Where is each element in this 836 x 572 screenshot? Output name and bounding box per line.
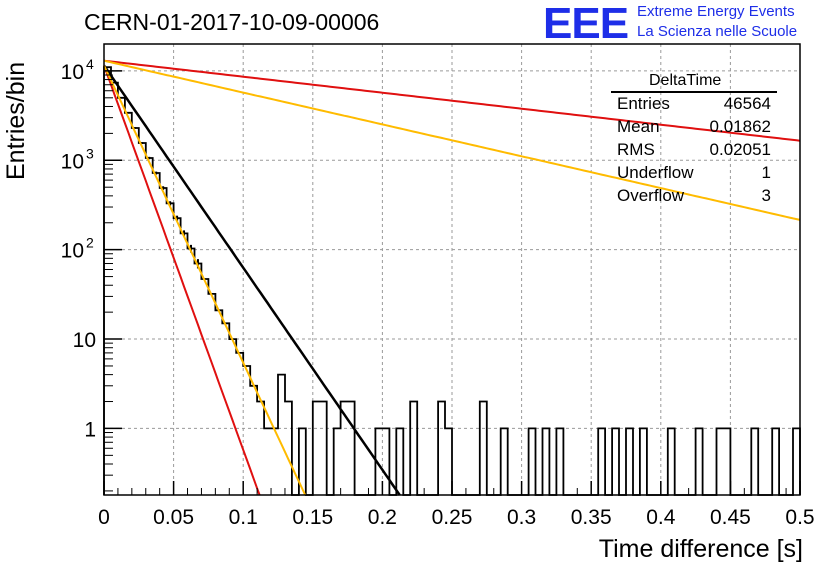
x-tick-label: 0.05 (153, 506, 194, 529)
stat-key: Overflow (617, 186, 685, 205)
axes: 0 0.05 0.1 0.15 0.2 0.25 0.3 0.35 0.4 0.45 0.5 1 10 1… (61, 43, 815, 529)
stat-key: Entries (617, 94, 670, 113)
y-tick-exponent: 2 (86, 235, 94, 251)
fit-curve (103, 65, 261, 496)
fit-curve (103, 59, 801, 221)
fit-curve (103, 59, 801, 142)
chart-title: CERN-01-2017-10-09-00006 (84, 9, 380, 35)
x-tick-label: 0.35 (571, 506, 612, 529)
y-tick-label: 10 (61, 61, 84, 84)
histogram-steps (103, 66, 801, 496)
eee-logo: EEE (543, 0, 629, 48)
x-tick-label: 0.1 (229, 506, 258, 529)
stat-value: 1 (761, 163, 771, 182)
stat-value: 46564 (723, 94, 771, 113)
y-tick-label: 10 (61, 150, 84, 173)
y-tick-label: 1 (84, 418, 96, 441)
y-tick-exponent: 3 (86, 145, 94, 161)
stat-key: Mean (617, 117, 660, 136)
x-axis-label: Time difference [s] (598, 535, 803, 563)
x-tick-label: 0 (98, 506, 110, 529)
stats-title: DeltaTime (649, 72, 722, 89)
stat-value: 0.01862 (709, 117, 771, 136)
x-tick-label: 0.45 (710, 506, 751, 529)
x-tick-label: 0.25 (432, 506, 473, 529)
stats-title-rule (611, 91, 777, 93)
x-tick-label: 0.15 (292, 506, 333, 529)
fit-curves-layer (102, 59, 801, 496)
logo-caption-line1: Extreme Energy Events (637, 3, 795, 20)
y-tick-exponent: 4 (86, 56, 94, 72)
x-tick-label: 0.4 (646, 506, 676, 529)
stat-value: 0.02051 (709, 140, 771, 159)
stat-key: RMS (617, 140, 655, 159)
fit-curve (103, 65, 307, 496)
fit-curve (102, 64, 401, 496)
grid-lines (104, 44, 800, 495)
x-tick-label: 0.5 (785, 506, 814, 529)
stat-key: Underflow (617, 163, 694, 182)
x-tick-label: 0.3 (507, 506, 536, 529)
x-tick-label: 0.2 (368, 506, 397, 529)
y-tick-label: 10 (73, 329, 96, 352)
y-tick-label: 10 (61, 240, 84, 263)
y-axis-label: Entries/bin (2, 61, 30, 180)
logo-caption-line2: La Scienza nelle Scuole (637, 23, 798, 40)
stat-value: 3 (761, 186, 771, 205)
